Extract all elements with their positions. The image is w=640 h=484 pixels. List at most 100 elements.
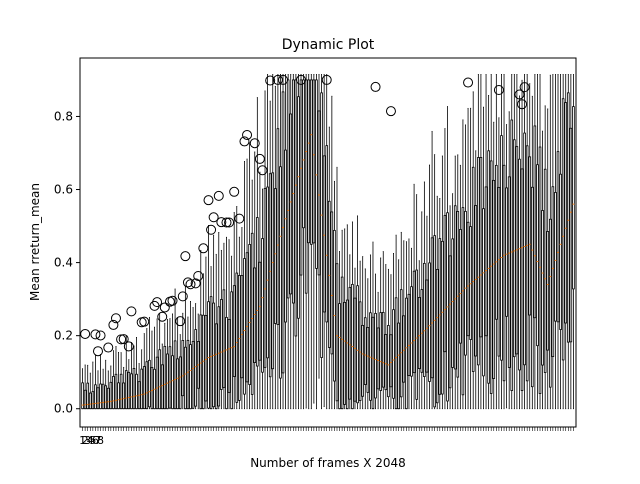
- box-body: [435, 268, 439, 404]
- box-body: [505, 187, 508, 317]
- box-body: [381, 311, 385, 388]
- box-body: [338, 303, 341, 410]
- box-body: [124, 370, 128, 410]
- box-item: [533, 74, 537, 410]
- box-item: [256, 97, 259, 410]
- box-item: [477, 74, 480, 410]
- flier-point: [385, 106, 396, 117]
- box-item: [261, 188, 264, 410]
- y-tick-label: 0.0: [54, 402, 73, 416]
- box-item: [451, 193, 454, 410]
- x-tick-label: 2: [82, 434, 89, 447]
- box-item: [425, 215, 429, 410]
- flier-point: [177, 291, 188, 302]
- box-item: [461, 119, 465, 410]
- box-item: [340, 229, 344, 410]
- box-item: [397, 259, 400, 410]
- box-item: [554, 74, 557, 410]
- box-item: [309, 74, 313, 410]
- flier-point: [265, 75, 276, 86]
- box-body: [412, 270, 416, 374]
- box-item: [358, 260, 362, 410]
- box-body: [569, 127, 573, 343]
- box-item: [150, 330, 154, 410]
- box-body: [104, 385, 107, 410]
- box-body: [168, 346, 172, 409]
- box-body: [325, 145, 329, 323]
- box-body: [222, 289, 226, 388]
- box-body: [441, 240, 444, 395]
- box-body: [101, 383, 105, 410]
- box-body: [217, 306, 221, 407]
- box-body: [523, 132, 526, 366]
- box-item: [238, 236, 241, 410]
- box-body: [268, 173, 272, 378]
- box-body: [114, 373, 118, 410]
- y-tick-label: 0.8: [54, 109, 73, 123]
- box-body: [245, 252, 249, 383]
- box-item: [163, 322, 167, 410]
- flier-point: [463, 77, 474, 88]
- box-item: [507, 111, 511, 410]
- box-body: [389, 334, 393, 388]
- box-item: [559, 74, 562, 410]
- box-item: [423, 181, 426, 410]
- flier-point: [182, 277, 193, 288]
- plot-area-frame: [79, 57, 577, 428]
- box-item: [312, 74, 316, 404]
- box-item: [135, 337, 138, 410]
- box-body: [81, 382, 84, 410]
- box-item: [166, 318, 169, 410]
- box-body: [119, 373, 123, 410]
- box-item: [274, 85, 277, 410]
- box-item: [531, 95, 534, 410]
- box-body: [549, 218, 552, 388]
- flier-point: [193, 271, 204, 282]
- box-item: [230, 255, 233, 410]
- box-item: [453, 155, 457, 410]
- x-tick-label: 1: [79, 434, 86, 447]
- flier-point: [234, 213, 245, 224]
- box-item: [459, 164, 462, 410]
- box-body: [343, 301, 347, 405]
- box-item: [220, 249, 223, 410]
- box-item: [374, 273, 377, 410]
- box-item: [299, 74, 303, 410]
- box-item: [446, 106, 449, 410]
- box-item: [191, 307, 195, 410]
- box-item: [497, 117, 501, 410]
- box-body: [507, 176, 511, 368]
- box-item: [142, 333, 146, 410]
- box-item: [196, 313, 200, 410]
- box-body: [541, 210, 544, 366]
- flier-point: [321, 74, 332, 85]
- box-body: [130, 373, 133, 410]
- y-axis-label: Mean rreturn_mean: [28, 183, 42, 301]
- flier-point: [180, 251, 191, 262]
- box-body: [407, 293, 411, 376]
- flier-point: [296, 74, 307, 85]
- box-body: [220, 299, 223, 390]
- box-item: [371, 241, 375, 410]
- flier-point: [157, 311, 168, 322]
- box-body: [477, 157, 480, 366]
- box-item: [363, 268, 367, 410]
- box-body: [356, 285, 359, 404]
- box-item: [495, 74, 498, 410]
- box-item: [492, 121, 496, 410]
- y-axis: 0.0 0.2 0.4 0.6 0.8: [54, 109, 80, 416]
- box-item: [482, 106, 485, 410]
- box-body: [297, 96, 300, 319]
- flier-point: [90, 329, 101, 340]
- box-body: [340, 276, 344, 410]
- y-tick-label: 0.2: [54, 329, 73, 343]
- box-item: [320, 74, 323, 410]
- box-item: [484, 74, 488, 410]
- box-item: [304, 74, 308, 409]
- box-body: [348, 286, 352, 400]
- box-item: [366, 278, 370, 410]
- flier-point: [159, 302, 170, 313]
- box-item: [471, 91, 475, 410]
- flier-point: [370, 81, 381, 92]
- flier-point: [493, 84, 504, 95]
